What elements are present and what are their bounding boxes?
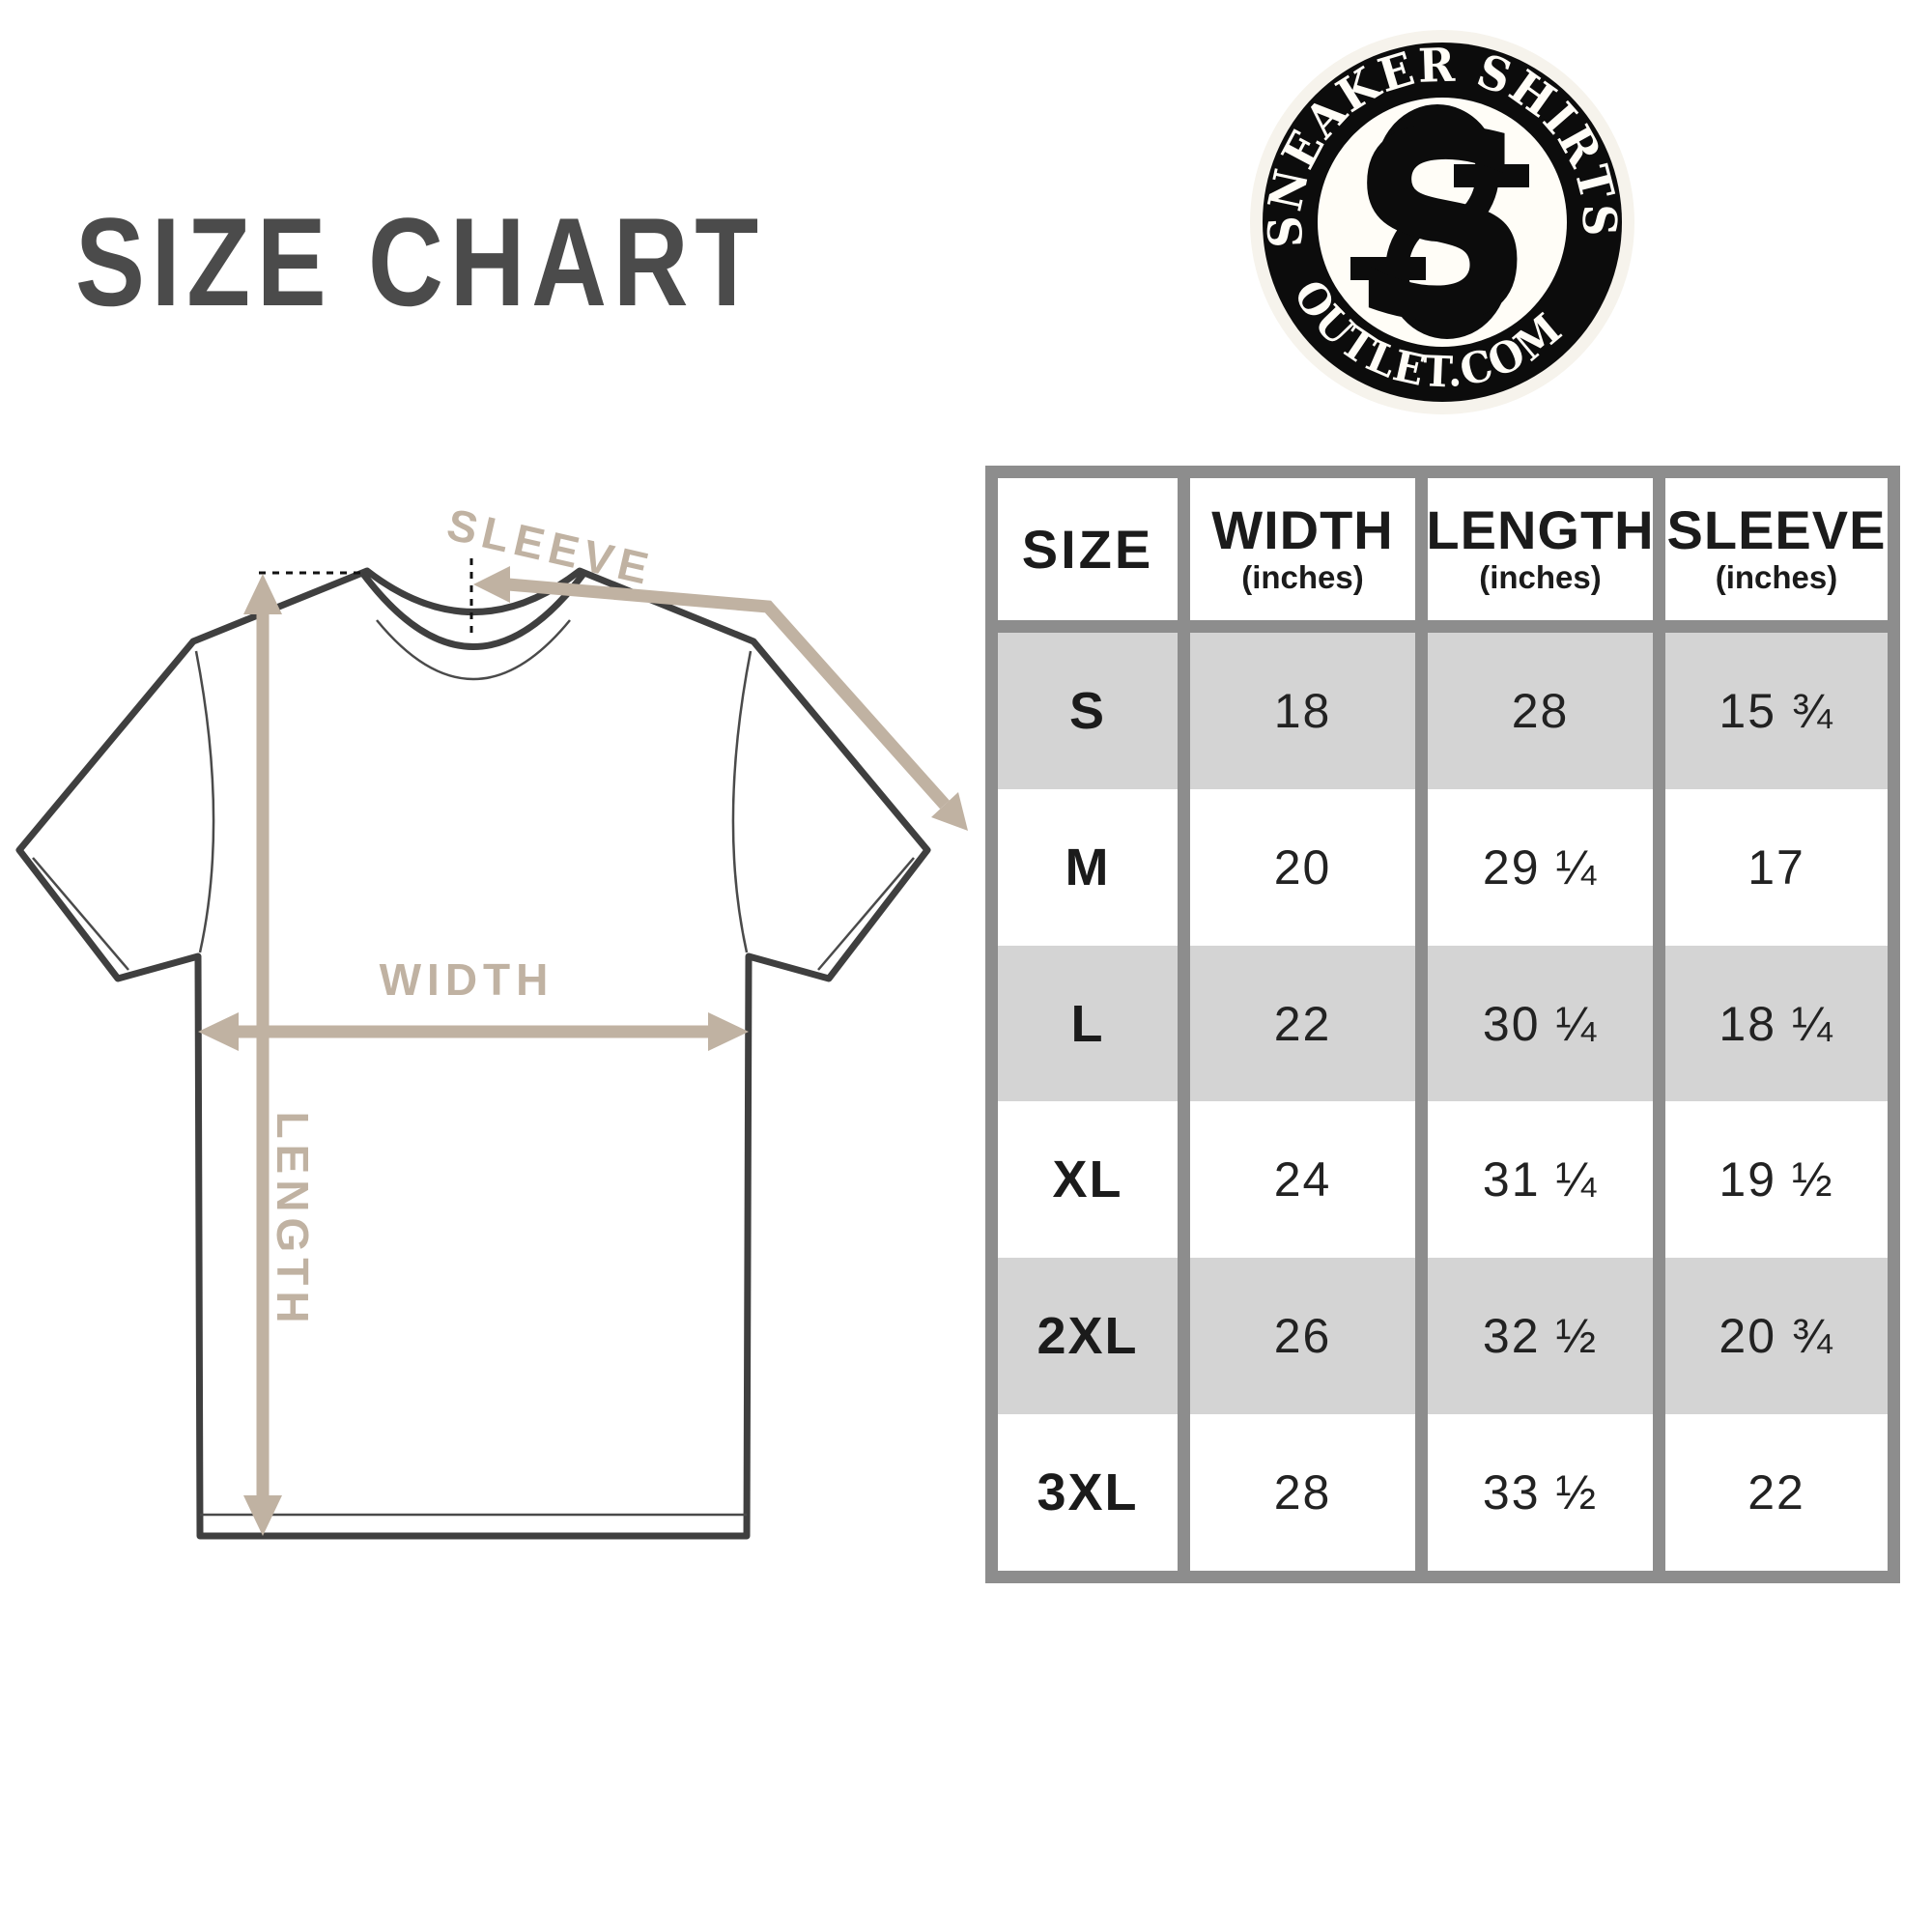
- collar-outer-arc: [360, 571, 586, 650]
- page-title: SIZE CHART: [75, 191, 765, 332]
- table-row-2xl-sleeve: 20 ¾: [1665, 1258, 1888, 1415]
- left-cuff-seam: [32, 857, 129, 971]
- table-row-2xl-width: 26: [1190, 1258, 1415, 1415]
- table-row-3xl-length: 33 ½: [1428, 1414, 1653, 1571]
- right-armhole-seam: [731, 650, 753, 953]
- table-row-s-length: 28: [1428, 633, 1653, 789]
- width-label: WIDTH: [380, 954, 554, 1005]
- left-armhole-seam: [194, 650, 215, 953]
- length-label: LENGTH: [268, 1111, 318, 1328]
- svg-text:S: S: [1349, 75, 1536, 380]
- table-row-xl-width: 24: [1190, 1101, 1415, 1259]
- table-row-2xl-size: 2XL: [998, 1258, 1178, 1415]
- right-cuff-seam: [817, 857, 915, 971]
- table-row-2xl-length: 32 ½: [1428, 1258, 1653, 1415]
- sleeve-arrow: [473, 566, 968, 831]
- length-arrow: [243, 574, 282, 1536]
- table-row-3xl-sleeve: 22: [1665, 1414, 1888, 1571]
- table-row-m-sleeve: 17: [1665, 788, 1888, 946]
- table-row-3xl-width: 28: [1190, 1414, 1415, 1571]
- tshirt-measurement-diagram: WIDTH LENGTH SLEEVE: [15, 498, 968, 1540]
- tshirt-outline: [15, 567, 931, 1540]
- column-header-sleeve: SLEEVE (inches): [1665, 478, 1888, 633]
- table-row-s-sleeve: 15 ¾: [1665, 633, 1888, 789]
- ss-monogram-icon: S: [1349, 75, 1536, 380]
- sleeve-label: SLEEVE: [442, 498, 659, 595]
- table-row-s-width: 18: [1190, 633, 1415, 789]
- size-table: SIZE WIDTH (inches) LENGTH (inches) SLEE…: [985, 466, 1900, 1583]
- table-row-l-size: L: [998, 945, 1178, 1102]
- column-header-length: LENGTH (inches): [1426, 478, 1654, 633]
- table-row-xl-sleeve: 19 ½: [1665, 1101, 1888, 1259]
- table-row-m-width: 20: [1190, 788, 1415, 946]
- column-header-size: SIZE: [998, 478, 1178, 633]
- column-header-width: WIDTH (inches): [1190, 478, 1415, 633]
- table-row-l-length: 30 ¼: [1428, 945, 1653, 1102]
- table-row-3xl-size: 3XL: [998, 1414, 1178, 1571]
- table-row-m-size: M: [998, 788, 1178, 946]
- table-row-l-width: 22: [1190, 945, 1415, 1102]
- table-row-l-sleeve: 18 ¼: [1665, 945, 1888, 1102]
- table-row-s-size: S: [998, 633, 1178, 789]
- table-row-xl-length: 31 ¼: [1428, 1101, 1653, 1259]
- width-arrow: [198, 1012, 749, 1051]
- table-row-m-length: 29 ¼: [1428, 788, 1653, 946]
- sneaker-shirts-outlet-logo: SNEAKER SHIRTS OUTLET.COM S: [1250, 30, 1634, 414]
- table-row-xl-size: XL: [998, 1101, 1178, 1259]
- collar-inner-arc: [376, 619, 571, 681]
